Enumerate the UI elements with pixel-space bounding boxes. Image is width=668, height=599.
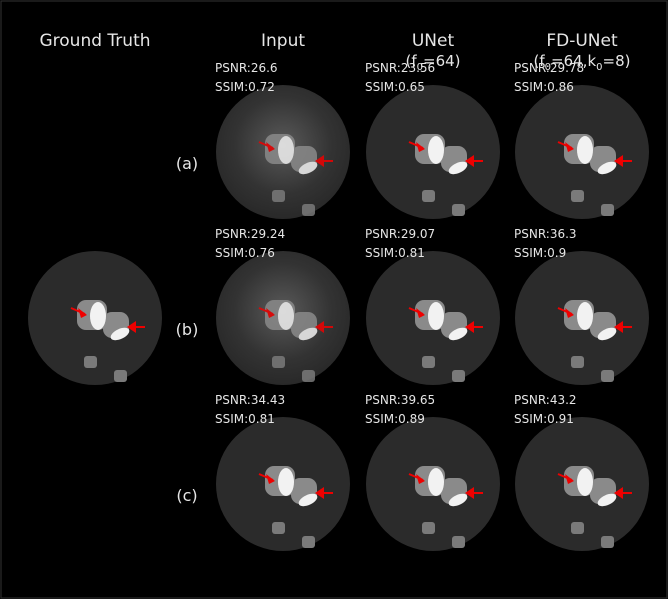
metric: SSIM:0.9 [514,246,566,260]
column-title: Ground Truth [39,31,150,51]
metric: SSIM:0.91 [514,412,574,426]
metric: PSNR:23.56 [365,61,435,75]
column-title: Input [261,31,305,51]
metric: SSIM:0.86 [514,80,574,94]
reconstruction-image [366,85,500,219]
metric: SSIM:0.89 [365,412,425,426]
metric: PSNR:29.07 [365,227,435,241]
metric: PSNR:29.24 [215,227,285,241]
reconstruction-image [366,251,500,385]
metric: SSIM:0.65 [365,80,425,94]
metric: PSNR:34.43 [215,393,285,407]
reconstruction-image [28,251,162,385]
reconstruction-image [216,85,350,219]
figure: Ground TruthInputUNet(f0=64)FD-UNet(f0=6… [0,0,668,599]
reconstruction-image [366,417,500,551]
reconstruction-image [515,417,649,551]
row-label: (b) [176,320,199,339]
column-title: UNet [412,31,455,51]
metric: PSNR:29.78 [514,61,584,75]
subtitle-part: =8) [603,52,631,70]
metric: SSIM:0.81 [365,246,425,260]
column-title: FD-UNet [546,31,618,51]
reconstruction-image [216,417,350,551]
reconstruction-image [216,251,350,385]
reconstruction-image [515,251,649,385]
metric: PSNR:39.65 [365,393,435,407]
row-label: (c) [176,486,197,505]
metric: SSIM:0.72 [215,80,275,94]
metric: SSIM:0.76 [215,246,275,260]
reconstruction-image [515,85,649,219]
metric: PSNR:36.3 [514,227,577,241]
metric: SSIM:0.81 [215,412,275,426]
row-label: (a) [176,154,198,173]
metric: PSNR:43.2 [514,393,577,407]
metric: PSNR:26.6 [215,61,278,75]
